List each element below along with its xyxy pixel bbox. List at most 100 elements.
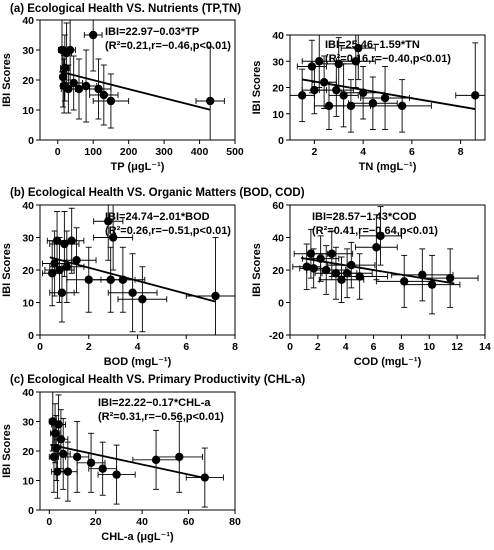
data-point-cod-11 [372, 243, 380, 251]
data-point-bod-6 [63, 263, 71, 271]
regression-stats-chla: (R²=0.31,r=−0.56,p<0.01) [98, 411, 224, 423]
y-tick-label-tn: 40 [272, 30, 284, 42]
y-tick-label-cod: 20 [272, 265, 284, 277]
y-tick-label-chla: 30 [22, 417, 34, 429]
data-point-chla-6 [57, 435, 65, 443]
data-point-cod-14 [418, 271, 426, 279]
data-point-bod-3 [55, 266, 63, 274]
data-point-cod-4 [322, 266, 330, 274]
x-axis-label-tp: TP (μgL⁻¹) [111, 161, 165, 173]
x-tick-label-bod: 4 [135, 341, 141, 353]
y-tick-label-bod: 20 [22, 265, 34, 277]
x-tick-label-bod: 8 [232, 341, 238, 353]
panel-chla: 0 20 40 60 80 0 10 20 30 40 CHL-a (μgL⁻¹) IBI Score… [1, 387, 241, 543]
regression-equation-chla: IBI=22.22−0.17*CHL-a [98, 397, 211, 409]
y-tick-label-bod: 0 [28, 330, 34, 342]
regression-stats-bod: (R²=0.26,r=−0.51,p<0.01) [105, 225, 231, 237]
y-tick-label-tp: 40 [22, 15, 34, 27]
plot-area-tp [58, 0, 225, 155]
data-point-bod-14 [128, 289, 136, 297]
data-point-bod-15 [138, 295, 146, 303]
data-point-bod-0 [48, 269, 56, 277]
y-tick-label-tp: 20 [22, 75, 34, 87]
y-tick-label-bod: 30 [22, 233, 34, 245]
data-point-chla-13 [152, 456, 160, 464]
y-tick-label-cod: -20 [269, 330, 284, 342]
regression-equation-bod: IBI=24.74−2.01*BOD [105, 211, 210, 223]
data-point-tn-2 [310, 86, 318, 94]
section-title-c: (c) Ecological Health VS. Primary Produc… [10, 374, 305, 386]
data-point-tp-13 [107, 97, 115, 105]
x-tick-label-tp: 300 [155, 146, 173, 158]
regression-stats-tp: (R²=0.21,r=−0.46,p<0.01) [105, 40, 231, 52]
data-point-bod-2 [53, 237, 61, 245]
y-tick-label-cod: 40 [272, 233, 284, 245]
data-point-tn-8 [339, 91, 347, 99]
x-tick-label-chla: 60 [183, 516, 195, 528]
data-point-chla-10 [87, 459, 95, 467]
x-tick-label-tp: 100 [84, 146, 102, 158]
panel-tn: 2 4 6 8 0 10 20 30 40 TN (mgL⁻¹) IBI Scores IBI=25.… [251, 17, 494, 173]
data-point-tn-12 [359, 89, 367, 97]
data-point-bod-11 [106, 276, 114, 284]
x-axis-label-chla: CHL-a (μgL⁻¹) [101, 531, 174, 543]
x-tick-label-chla: 20 [90, 516, 102, 528]
regression-equation-cod: IBI=28.57−1.43*COD [312, 211, 417, 223]
data-point-tn-5 [325, 102, 333, 110]
x-tick-label-bod: 0 [37, 341, 43, 353]
y-axis-label-cod: IBI Scores [251, 243, 263, 297]
x-tick-label-tn: 4 [360, 146, 366, 158]
plot-area-tn [290, 17, 494, 148]
x-tick-label-tn: 6 [409, 146, 415, 158]
x-axis-label-bod: BOD (mgL⁻¹) [104, 356, 172, 368]
x-tick-label-tp: 200 [120, 146, 138, 158]
data-point-cod-7 [337, 276, 345, 284]
y-axis-label-tp: IBI Scores [1, 53, 13, 107]
y-tick-label-chla: 10 [22, 476, 34, 488]
y-tick-label-chla: 20 [22, 446, 34, 458]
data-point-chla-1 [50, 453, 58, 461]
panel-tp: 0 100 200 300 400 500 0 10 20 30 40 TP (μgL⁻¹) IBI S… [1, 0, 244, 173]
x-axis-label-tn: TN (mgL⁻¹) [359, 161, 417, 173]
x-tick-label-cod: 2 [315, 341, 321, 353]
y-tick-label-tn: 10 [272, 109, 284, 121]
data-point-tn-3 [315, 57, 323, 65]
data-point-cod-13 [400, 277, 408, 285]
data-point-tn-4 [320, 78, 328, 86]
plot-area-bod [42, 182, 244, 354]
data-point-tn-16 [471, 91, 479, 99]
data-point-bod-9 [85, 276, 93, 284]
data-point-bod-7 [67, 237, 75, 245]
x-tick-label-cod: 12 [451, 341, 463, 353]
data-point-tn-6 [332, 86, 340, 94]
x-axis-label-cod: COD (mgL⁻¹) [354, 356, 422, 368]
data-point-cod-6 [332, 269, 340, 277]
data-point-bod-5 [60, 240, 68, 248]
data-point-bod-4 [58, 289, 66, 297]
data-point-tp-14 [206, 97, 214, 105]
data-point-chla-4 [53, 467, 61, 475]
regression-stats-tn: (R²=0.16,r=−0.40,p<0.01) [325, 53, 451, 65]
x-tick-label-tp: 0 [55, 146, 61, 158]
plot-area-chla [49, 392, 224, 507]
y-tick-label-chla: 0 [28, 505, 34, 517]
section-title-b: (b) Ecological Health VS. Organic Matter… [10, 187, 305, 199]
data-point-tp-10 [89, 31, 97, 39]
y-axis-label-chla: IBI Scores [1, 424, 13, 478]
data-point-cod-9 [347, 261, 355, 269]
x-tick-label-cod: 0 [287, 341, 293, 353]
data-point-cod-3 [316, 254, 324, 262]
x-tick-label-tn: 8 [458, 146, 464, 158]
data-point-tp-6 [66, 46, 74, 54]
data-point-chla-8 [64, 467, 72, 475]
regression-stats-cod: (R²=0.41,r=−0.64,p<0.01) [312, 225, 438, 237]
data-point-chla-14 [175, 453, 183, 461]
data-point-cod-1 [307, 250, 315, 258]
data-point-tp-12 [100, 91, 108, 99]
data-point-chla-9 [73, 453, 81, 461]
data-point-tn-1 [308, 62, 316, 70]
data-point-tp-3 [61, 64, 69, 72]
data-point-bod-16 [211, 292, 219, 300]
data-point-bod-8 [72, 256, 80, 264]
